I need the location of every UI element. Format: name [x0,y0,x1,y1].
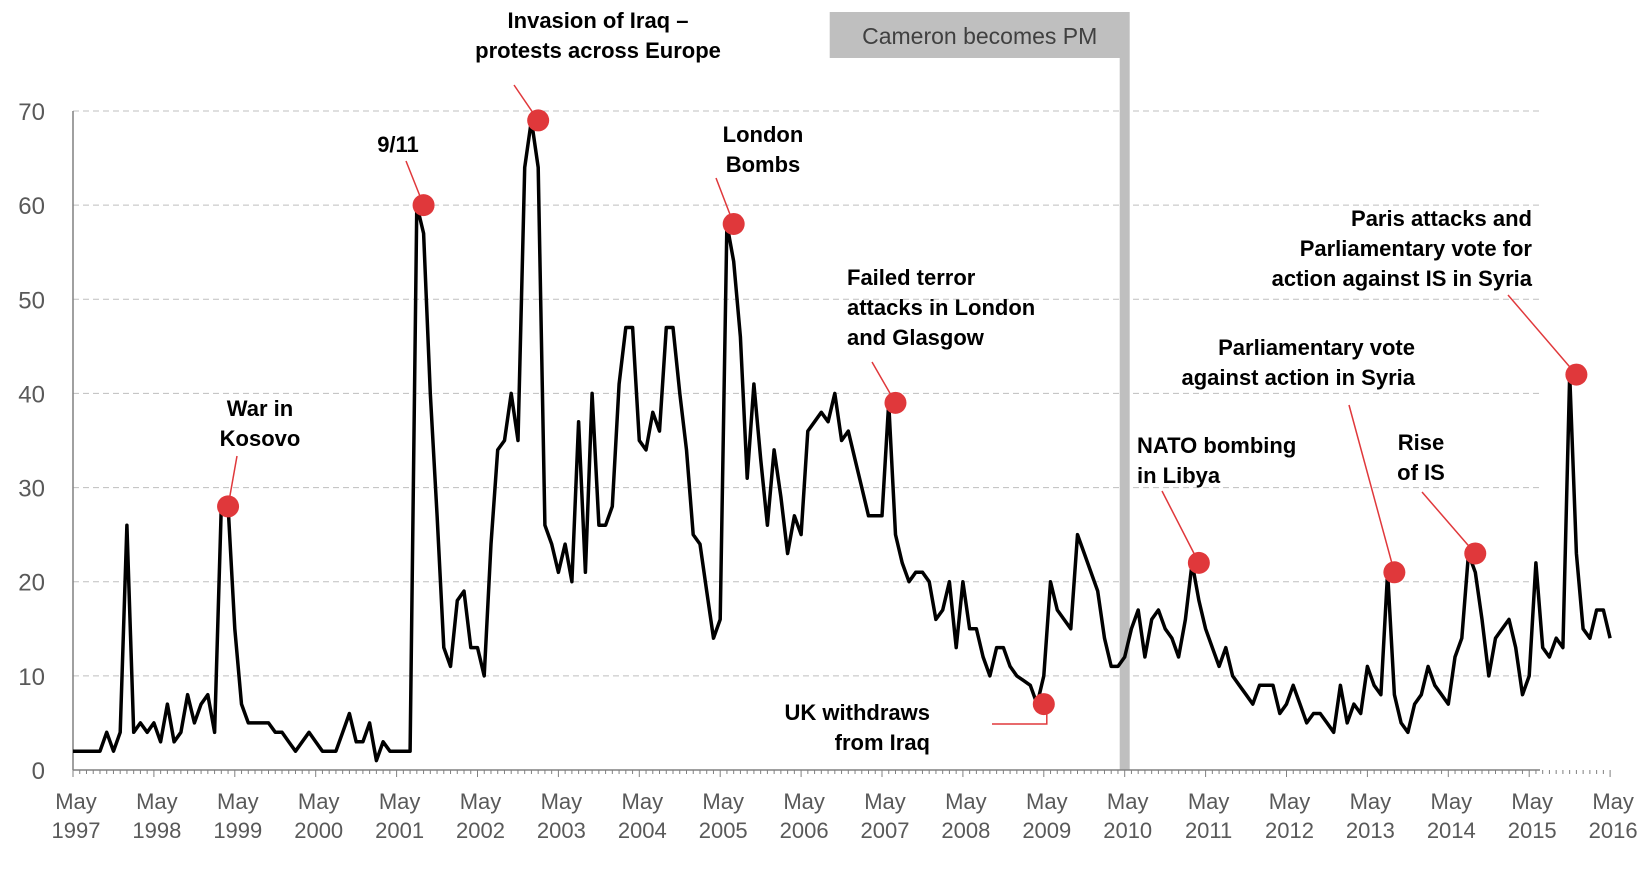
x-tick-label: May [1592,789,1634,814]
event-label: attacks in London [847,295,1035,320]
event-label: Bombs [726,152,801,177]
x-tick-label: May [783,789,825,814]
event-point [884,391,907,414]
event-label: protests across Europe [475,38,721,63]
x-tick-label: May [1026,789,1068,814]
cameron-marker-label: Cameron becomes PM [862,23,1097,49]
event-label: from Iraq [835,730,930,755]
event-point [1464,542,1487,565]
event-label: UK withdraws [785,700,930,725]
event-leader-line [1421,491,1476,554]
y-tick-label: 10 [18,664,45,691]
x-tick-label-year: 2000 [294,818,343,843]
x-tick-label: May [702,789,744,814]
x-tick-label-year: 2013 [1346,818,1395,843]
event-label: Parliamentary vote for [1300,236,1533,261]
x-tick-label: May [1350,789,1392,814]
x-tick-label-year: 1999 [213,818,262,843]
x-tick-label-year: 1998 [132,818,181,843]
x-tick-label-year: 2007 [861,818,910,843]
x-tick-label: May [217,789,259,814]
x-tick-label-year: 2003 [537,818,586,843]
event-label: Paris attacks and [1351,206,1532,231]
x-tick-label: May [945,789,987,814]
cameron-marker-label-box [829,12,1130,58]
x-tick-label-year: 2002 [456,818,505,843]
cameron-marker: Cameron becomes PM [829,12,1130,770]
x-tick-label-year: 1997 [52,818,101,843]
event-point [1032,693,1055,716]
axes: 0 10 20 30 40 50 60 70 May 1997 May 1998 May 1999 May 2… [18,99,1637,843]
x-tick-label: May [541,789,583,814]
event-point [1565,363,1588,386]
y-tick-label: 20 [18,570,45,597]
x-tick-label: May [55,789,97,814]
x-tick-label-year: 2008 [941,818,990,843]
event-label: War in [227,396,293,421]
x-tick-label: May [1431,789,1473,814]
y-tick-label: 40 [18,381,45,408]
y-tick-label: 30 [18,476,45,503]
x-tick-label-year: 2006 [780,818,829,843]
event-label: against action in Syria [1181,365,1415,390]
event-label: Failed terror [847,265,976,290]
event-label: and Glasgow [847,325,985,350]
event-label: 9/11 [377,132,419,157]
x-tick-label-year: 2010 [1103,818,1152,843]
event-label: of IS [1397,460,1445,485]
y-tick-label: 0 [32,758,45,785]
x-tick-label: May [1107,789,1149,814]
x-tick-label: May [1188,789,1230,814]
x-tick-label-year: 2001 [375,818,424,843]
x-tick-label-year: 2005 [699,818,748,843]
x-tick-label-year: 2014 [1427,818,1476,843]
x-tick-label: May [298,789,340,814]
event-point [1187,551,1210,574]
x-tick-label: May [622,789,664,814]
x-tick-label-year: 2016 [1589,818,1638,843]
series-line [73,118,1612,763]
x-tick-label-year: 2015 [1508,818,1557,843]
event-point [217,495,240,518]
gridlines [73,110,1540,677]
x-tick-label: May [1511,789,1553,814]
cameron-marker-bar [1119,58,1130,770]
event-point [722,212,745,235]
event-point [527,109,550,132]
event-leader-line [1348,404,1396,573]
x-tick-label: May [379,789,421,814]
y-tick-label: 50 [18,287,45,314]
event-label: in Libya [1137,463,1221,488]
series-line-0 [73,118,1612,763]
event-leader-line [1161,490,1200,564]
event-label: NATO bombing [1137,433,1296,458]
event-label: action against IS in Syria [1272,266,1533,291]
event-point [412,194,435,217]
x-tick-label: May [864,789,906,814]
y-tick-label: 60 [18,193,45,220]
event-label: Parliamentary vote [1218,335,1415,360]
event-label: London [723,122,804,147]
event-label: Invasion of Iraq – [508,8,689,33]
event-annotations: War in Kosovo 9/11 Invasion of Iraq – protes… [217,8,1588,755]
x-tick-label-year: 2009 [1022,818,1071,843]
event-point [1383,561,1406,584]
x-tick-label: May [136,789,178,814]
x-tick-label-year: 2004 [618,818,667,843]
event-label: Rise [1398,430,1444,455]
x-tick-label-year: 2012 [1265,818,1314,843]
event-leader-line [1507,294,1577,376]
y-tick-label: 70 [18,99,45,126]
event-label: Kosovo [220,426,301,451]
x-tick-label: May [460,789,502,814]
x-tick-label: May [1269,789,1311,814]
x-tick-label-year: 2011 [1185,818,1232,843]
